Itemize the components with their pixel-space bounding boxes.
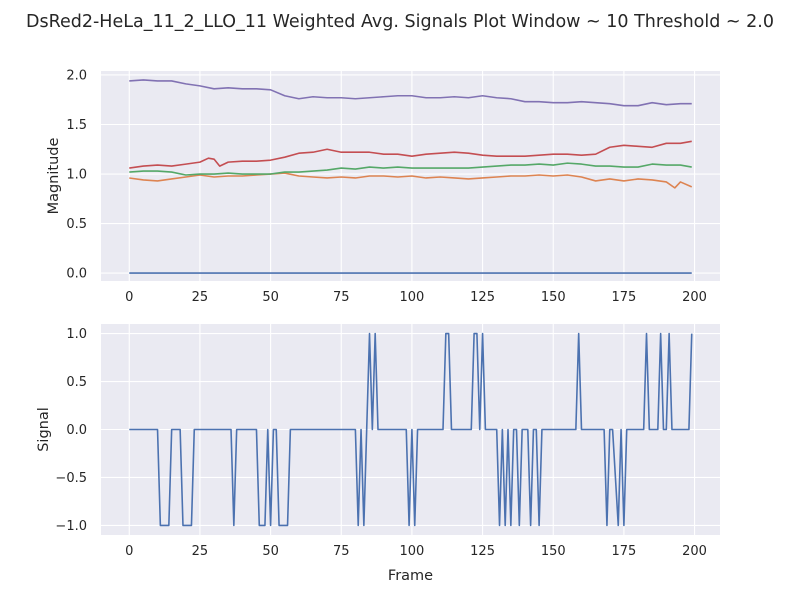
magnitude-x-tick-label: 150	[541, 290, 566, 305]
signal-x-tick-label: 0	[125, 544, 133, 559]
magnitude-y-tick-label: 0.0	[66, 267, 87, 282]
magnitude-x-tick-label: 50	[262, 290, 279, 305]
signal-x-tick-label: 175	[611, 544, 636, 559]
magnitude-series-line-4	[129, 79, 692, 107]
magnitude-x-tick-label: 75	[333, 290, 350, 305]
signal-y-tick-label: 0.0	[66, 423, 87, 438]
magnitude-x-tick-label: 125	[470, 290, 495, 305]
signal-y-tick-label: −1.0	[55, 519, 87, 534]
magnitude-y-axis-label: Magnitude	[46, 138, 62, 215]
magnitude-x-tick-label: 175	[611, 290, 636, 305]
signal-y-tick-label: −0.5	[55, 471, 87, 486]
signal-x-tick-label: 150	[541, 544, 566, 559]
signal-y-axis-label: Signal	[36, 407, 52, 452]
magnitude-y-tick-label: 1.0	[66, 168, 87, 183]
magnitude-x-tick-label: 200	[682, 290, 707, 305]
signal-series-line-0	[129, 332, 693, 527]
signal-x-tick-label: 25	[192, 544, 209, 559]
magnitude-y-tick-label: 2.0	[66, 68, 87, 83]
signal-x-tick-label: 50	[262, 544, 279, 559]
magnitude-x-tick-label: 0	[125, 290, 133, 305]
signal-y-tick-label: 0.5	[66, 375, 87, 390]
signal-x-tick-label: 125	[470, 544, 495, 559]
magnitude-series-line-1	[129, 172, 693, 189]
magnitude-series-line-2	[129, 162, 692, 176]
magnitude-x-tick-label: 100	[399, 290, 424, 305]
magnitude-y-tick-label: 0.5	[66, 217, 87, 232]
signal-x-axis-label: Frame	[388, 568, 433, 584]
signal-x-tick-label: 200	[682, 544, 707, 559]
figure-title: DsRed2-HeLa_11_2_LLO_11 Weighted Avg. Si…	[26, 12, 774, 32]
magnitude-x-tick-label: 25	[192, 290, 209, 305]
magnitude-y-tick-label: 1.5	[66, 118, 87, 133]
signal-x-tick-label: 100	[399, 544, 424, 559]
magnitude-axes: 0 25 50 75 100 125 150 175 200 0.0 0.5 1.0 1.5 2.0 Mag…	[46, 68, 720, 305]
signal-x-tick-label: 75	[333, 544, 350, 559]
magnitude-series-line-3	[129, 140, 692, 169]
signal-axes: 0 25 50 75 100 125 150 175 200 −1.0 −0.5 0.0 0.5 1.0 S…	[36, 324, 720, 584]
signal-y-tick-label: 1.0	[66, 327, 87, 342]
